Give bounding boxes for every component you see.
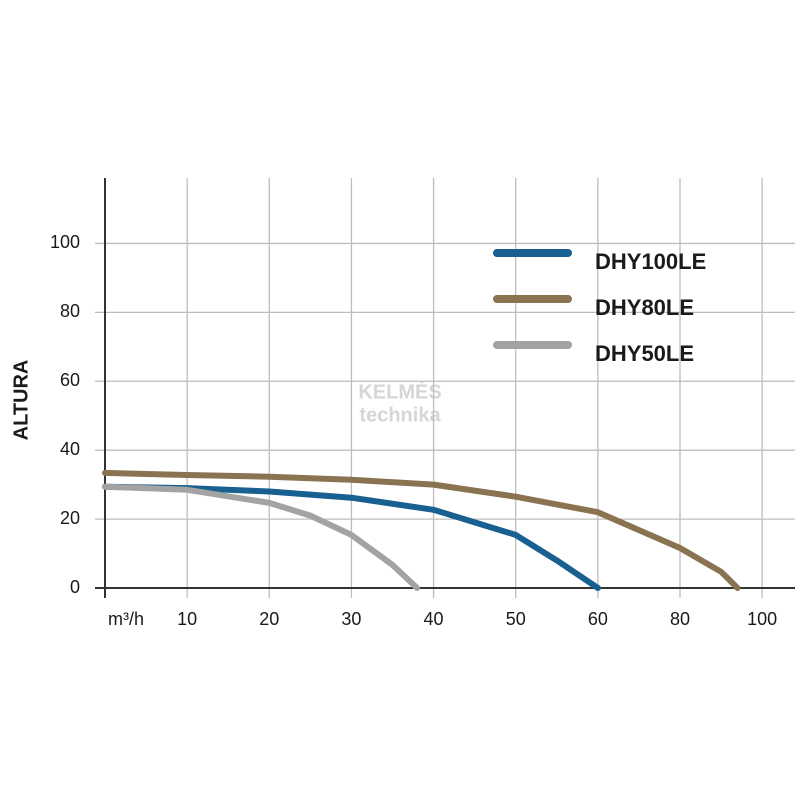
y-tick-label: 100 <box>50 232 80 252</box>
x-tick-label: 80 <box>670 609 690 629</box>
legend-label: DHY100LE <box>595 249 706 274</box>
watermark: technika <box>359 404 441 426</box>
curve <box>102 469 741 591</box>
curve <box>102 483 601 591</box>
legend-label: DHY80LE <box>595 295 694 320</box>
x-tick-label: 100 <box>747 609 777 629</box>
x-tick-label: 20 <box>259 609 279 629</box>
x-tick-label: 30 <box>341 609 361 629</box>
y-tick-label: 60 <box>60 370 80 390</box>
x-tick-label: 40 <box>424 609 444 629</box>
y-tick-label: 80 <box>60 301 80 321</box>
y-tick-label: 20 <box>60 508 80 528</box>
curve <box>102 483 421 591</box>
legend-label: DHY50LE <box>595 341 694 366</box>
y-tick-label: 0 <box>70 577 80 597</box>
y-axis-label: ALTURA <box>10 360 32 441</box>
x-axis-label: m³/h <box>108 609 144 629</box>
x-tick-label: 60 <box>588 609 608 629</box>
x-tick-label: 10 <box>177 609 197 629</box>
y-tick-label: 40 <box>60 439 80 459</box>
x-tick-label: 50 <box>506 609 526 629</box>
watermark: KELMĖS <box>358 380 441 403</box>
